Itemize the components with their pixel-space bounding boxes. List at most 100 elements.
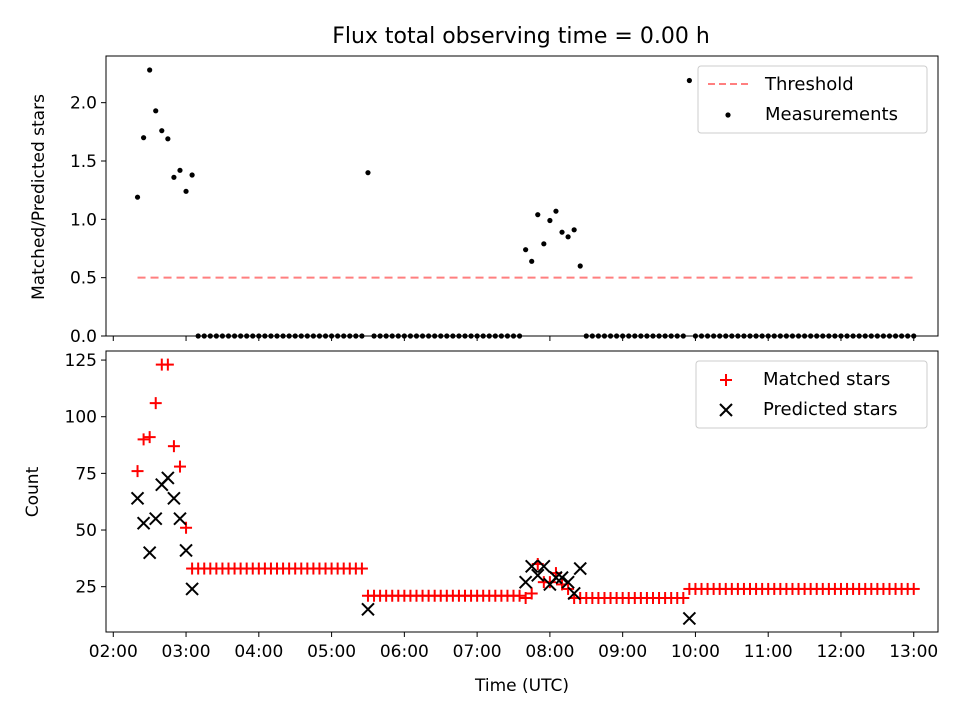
matched-star-marker	[519, 592, 532, 605]
x-tick-label: 04:00	[234, 642, 283, 662]
y-tick-label: 1.5	[70, 152, 97, 172]
predicted-star-marker	[136, 516, 151, 530]
x-tick-label: 03:00	[162, 642, 211, 662]
y-tick-label: 125	[65, 351, 97, 371]
bottom-axes: 25 50 75 100 125 02:00 03:00 04:00 05:00 06:00 07:…	[65, 351, 939, 662]
top-axes: 0.0 0.5 1.0 1.5 2.0	[70, 94, 915, 347]
predicted-star-marker	[518, 575, 533, 589]
measurements-legend-label: Measurements	[765, 104, 898, 125]
predicted-star-marker	[682, 611, 697, 626]
measurement-point	[541, 241, 547, 247]
measurement-point	[529, 258, 535, 264]
predicted-star-marker	[537, 559, 551, 573]
top-chart-title: Flux total observing time = 0.00 h	[332, 24, 710, 49]
matched-star-marker	[543, 576, 556, 589]
x-tick-label: 11:00	[744, 642, 793, 662]
measurement-point	[559, 229, 565, 235]
measurement-point	[523, 247, 529, 253]
predicted-star-marker	[561, 575, 575, 589]
matched-star-marker	[513, 589, 526, 602]
matched-star-marker	[907, 582, 920, 595]
predicted-star-marker	[130, 491, 145, 506]
predicted-star-marker	[185, 582, 199, 596]
measurement-point	[147, 67, 153, 73]
predicted-star-marker	[567, 586, 581, 601]
matched-star-marker	[137, 433, 150, 446]
matched-stars-legend-swatch	[720, 374, 732, 386]
predicted-star-marker	[173, 511, 187, 526]
measurement-point	[686, 77, 692, 84]
bottom-plot-area	[130, 358, 920, 626]
y-tick-label: 2.0	[70, 94, 97, 114]
bottom-panel: Count Time (UTC) 25 50 75 100 125 02:00 03:00 0…	[23, 350, 939, 696]
matched-star-marker	[167, 440, 180, 453]
bottom-legend-box	[695, 360, 928, 429]
x-tick-label: 09:00	[598, 642, 647, 662]
predicted-star-marker	[149, 511, 163, 526]
measurement-point	[165, 136, 171, 142]
bottom-x-axis-label: Time (UTC)	[474, 676, 569, 696]
bottom-axes-frame	[105, 350, 939, 633]
measurements-legend-swatch	[725, 112, 731, 118]
predicted-star-marker	[524, 559, 539, 573]
measurement-point	[189, 172, 195, 178]
predicted-star-marker	[167, 491, 181, 506]
predicted-star-marker	[142, 545, 157, 560]
y-tick-label: 0.5	[70, 269, 97, 289]
x-tick-label: 08:00	[525, 642, 574, 662]
measurement-point	[365, 170, 371, 176]
predicted-star-marker	[161, 471, 175, 485]
matched-stars-legend-label: Matched stars	[763, 369, 890, 390]
x-tick-label: 02:00	[89, 642, 138, 662]
y-tick-label: 0.0	[70, 327, 97, 347]
predicted-stars-legend-label: Predicted stars	[763, 399, 897, 420]
x-tick-label: 13:00	[889, 642, 938, 662]
measurement-point	[577, 263, 583, 269]
y-tick-label: 25	[75, 578, 97, 598]
predicted-star-marker	[361, 602, 375, 617]
predicted-star-marker	[555, 570, 569, 585]
measurement-point	[177, 167, 183, 173]
predicted-star-marker	[179, 543, 193, 558]
predicted-star-marker	[531, 568, 545, 583]
matched-star-marker	[525, 587, 538, 600]
predicted-stars-legend-swatch	[719, 403, 733, 417]
matched-star-marker	[677, 592, 690, 605]
matched-star-marker	[173, 460, 186, 473]
measurement-point	[171, 174, 177, 180]
y-tick-label: 50	[75, 521, 97, 541]
x-tick-label: 05:00	[307, 642, 356, 662]
measurement-point	[571, 227, 577, 233]
matched-star-marker	[161, 358, 174, 371]
matched-star-marker	[355, 562, 368, 575]
matched-star-marker	[143, 431, 156, 444]
predicted-star-marker	[573, 561, 587, 576]
top-axes-frame	[105, 55, 939, 337]
measurement-point	[535, 212, 541, 218]
top-y-axis-label: Matched/Predicted stars	[29, 94, 49, 300]
matched-star-marker	[131, 465, 144, 478]
measurement-point	[153, 108, 159, 114]
measurement-point	[134, 194, 141, 200]
predicted-star-marker	[549, 570, 563, 585]
measurement-point	[183, 188, 189, 194]
matched-star-marker	[149, 397, 162, 410]
bottom-y-axis-label: Count	[23, 466, 43, 517]
top-legend: Threshold Measurements	[697, 65, 928, 134]
measurement-point	[553, 208, 559, 214]
top-panel: Flux total observing time = 0.00 h Match…	[29, 24, 939, 347]
bottom-legend: Matched stars Predicted stars	[695, 360, 928, 429]
matched-star-marker	[562, 582, 575, 595]
threshold-legend-label: Threshold	[764, 74, 854, 95]
measurement-point	[565, 234, 571, 240]
measurement-point	[547, 217, 553, 224]
top-legend-box	[697, 65, 928, 134]
y-tick-label: 100	[65, 408, 97, 428]
x-tick-label: 12:00	[816, 642, 865, 662]
x-tick-label: 10:00	[671, 642, 720, 662]
y-tick-label: 75	[75, 464, 97, 484]
measurement-point	[140, 135, 147, 141]
measurement-point	[159, 128, 165, 134]
y-tick-label: 1.0	[70, 210, 97, 230]
